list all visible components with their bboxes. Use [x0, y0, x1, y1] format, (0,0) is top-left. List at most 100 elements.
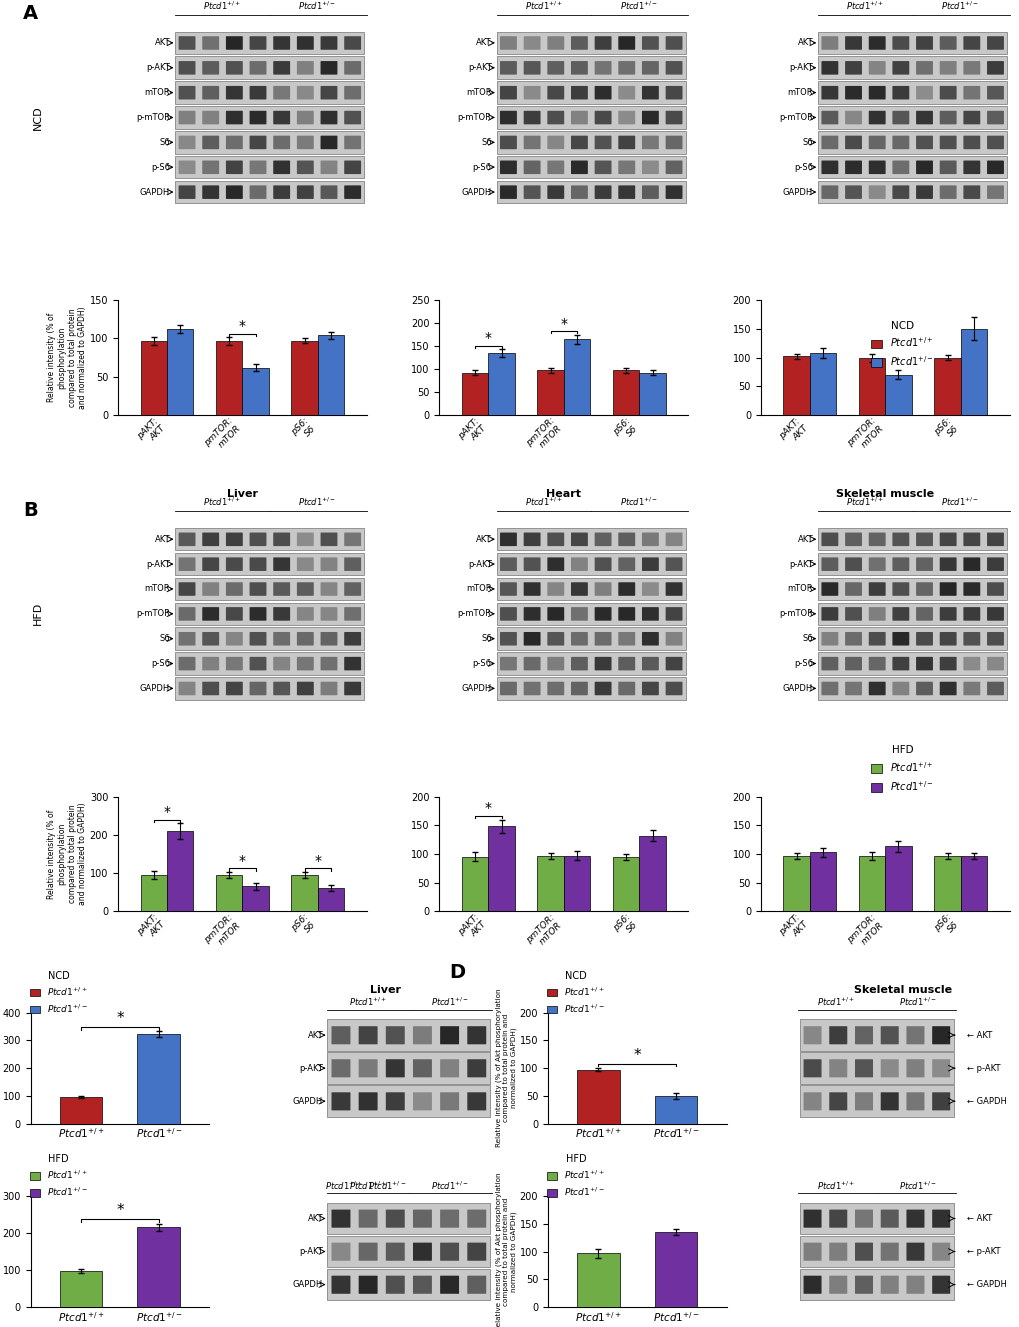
FancyBboxPatch shape: [202, 61, 219, 74]
FancyBboxPatch shape: [879, 1092, 898, 1111]
FancyBboxPatch shape: [320, 186, 337, 199]
Text: mTOR: mTOR: [466, 88, 491, 97]
FancyBboxPatch shape: [906, 1059, 923, 1078]
FancyBboxPatch shape: [868, 608, 884, 621]
Bar: [817, 677, 1007, 699]
FancyBboxPatch shape: [931, 1210, 950, 1227]
Bar: [612, 370, 639, 415]
FancyBboxPatch shape: [202, 632, 219, 645]
Text: p-mTOR: p-mTOR: [779, 113, 812, 122]
FancyBboxPatch shape: [225, 110, 243, 125]
Bar: [817, 57, 1007, 80]
FancyBboxPatch shape: [803, 1026, 820, 1044]
Text: $Ptcd1^{+/-}$: $Ptcd1^{+/-}$: [619, 496, 657, 508]
FancyBboxPatch shape: [986, 36, 1003, 50]
Bar: [496, 577, 685, 600]
Bar: [243, 886, 269, 912]
FancyBboxPatch shape: [845, 532, 861, 547]
FancyBboxPatch shape: [499, 161, 517, 174]
FancyBboxPatch shape: [440, 1026, 459, 1044]
FancyBboxPatch shape: [571, 657, 587, 670]
FancyBboxPatch shape: [331, 1242, 351, 1261]
FancyBboxPatch shape: [986, 657, 1003, 670]
FancyBboxPatch shape: [178, 61, 196, 74]
FancyBboxPatch shape: [523, 110, 540, 125]
FancyBboxPatch shape: [467, 1092, 486, 1111]
FancyBboxPatch shape: [828, 1059, 847, 1078]
FancyBboxPatch shape: [343, 186, 361, 199]
FancyBboxPatch shape: [868, 135, 884, 149]
Text: D: D: [449, 962, 466, 982]
FancyBboxPatch shape: [938, 86, 956, 100]
Title: Liver: Liver: [226, 0, 258, 3]
FancyBboxPatch shape: [273, 161, 289, 174]
FancyBboxPatch shape: [273, 86, 289, 100]
FancyBboxPatch shape: [906, 1210, 923, 1227]
Bar: [817, 553, 1007, 576]
FancyBboxPatch shape: [202, 557, 219, 571]
FancyBboxPatch shape: [845, 186, 861, 199]
FancyBboxPatch shape: [938, 632, 956, 645]
FancyBboxPatch shape: [178, 682, 196, 695]
FancyBboxPatch shape: [571, 632, 587, 645]
Text: AKT: AKT: [476, 535, 491, 544]
FancyBboxPatch shape: [225, 161, 243, 174]
FancyBboxPatch shape: [385, 1026, 405, 1044]
Text: GAPDH: GAPDH: [461, 187, 491, 196]
Bar: [799, 1202, 953, 1234]
Bar: [858, 856, 884, 912]
Text: p-mTOR: p-mTOR: [137, 609, 170, 618]
FancyBboxPatch shape: [665, 557, 682, 571]
FancyBboxPatch shape: [845, 86, 861, 100]
FancyBboxPatch shape: [892, 532, 908, 547]
FancyBboxPatch shape: [915, 632, 932, 645]
Bar: [327, 1235, 490, 1267]
Bar: [933, 357, 960, 415]
FancyBboxPatch shape: [868, 682, 884, 695]
Bar: [783, 357, 809, 415]
FancyBboxPatch shape: [331, 1092, 351, 1111]
Text: AKT: AKT: [155, 38, 170, 48]
FancyBboxPatch shape: [178, 86, 196, 100]
FancyBboxPatch shape: [962, 135, 979, 149]
FancyBboxPatch shape: [467, 1275, 486, 1294]
FancyBboxPatch shape: [938, 657, 956, 670]
FancyBboxPatch shape: [938, 61, 956, 74]
FancyBboxPatch shape: [828, 1210, 847, 1227]
FancyBboxPatch shape: [641, 532, 658, 547]
Text: $Ptcd1^{+/+}$: $Ptcd1^{+/+}$: [348, 995, 387, 1009]
FancyBboxPatch shape: [986, 61, 1003, 74]
Bar: [327, 1019, 490, 1051]
FancyBboxPatch shape: [641, 61, 658, 74]
FancyBboxPatch shape: [641, 110, 658, 125]
Text: *: *: [559, 317, 567, 330]
FancyBboxPatch shape: [202, 86, 219, 100]
FancyBboxPatch shape: [385, 1275, 405, 1294]
Text: GAPDH: GAPDH: [461, 683, 491, 693]
FancyBboxPatch shape: [820, 36, 838, 50]
FancyBboxPatch shape: [225, 86, 243, 100]
FancyBboxPatch shape: [250, 86, 266, 100]
FancyBboxPatch shape: [547, 110, 564, 125]
Text: GAPDH: GAPDH: [292, 1281, 323, 1289]
FancyBboxPatch shape: [962, 608, 979, 621]
FancyBboxPatch shape: [202, 110, 219, 125]
Text: p-S6: p-S6: [472, 660, 491, 667]
Bar: [318, 336, 344, 415]
FancyBboxPatch shape: [868, 657, 884, 670]
Text: ← p-AKT: ← p-AKT: [966, 1064, 1000, 1072]
Bar: [799, 1052, 953, 1084]
Text: $Ptcd1^{+/-}$: $Ptcd1^{+/-}$: [430, 995, 468, 1009]
FancyBboxPatch shape: [178, 532, 196, 547]
FancyBboxPatch shape: [892, 161, 908, 174]
FancyBboxPatch shape: [641, 161, 658, 174]
FancyBboxPatch shape: [385, 1059, 405, 1078]
Bar: [564, 340, 590, 415]
FancyBboxPatch shape: [178, 135, 196, 149]
FancyBboxPatch shape: [250, 161, 266, 174]
Text: p-S6: p-S6: [472, 163, 491, 171]
FancyBboxPatch shape: [820, 161, 838, 174]
Text: $Ptcd1^{+/-}$: $Ptcd1^{+/-}$: [898, 995, 935, 1009]
FancyBboxPatch shape: [225, 682, 243, 695]
FancyBboxPatch shape: [343, 36, 361, 50]
